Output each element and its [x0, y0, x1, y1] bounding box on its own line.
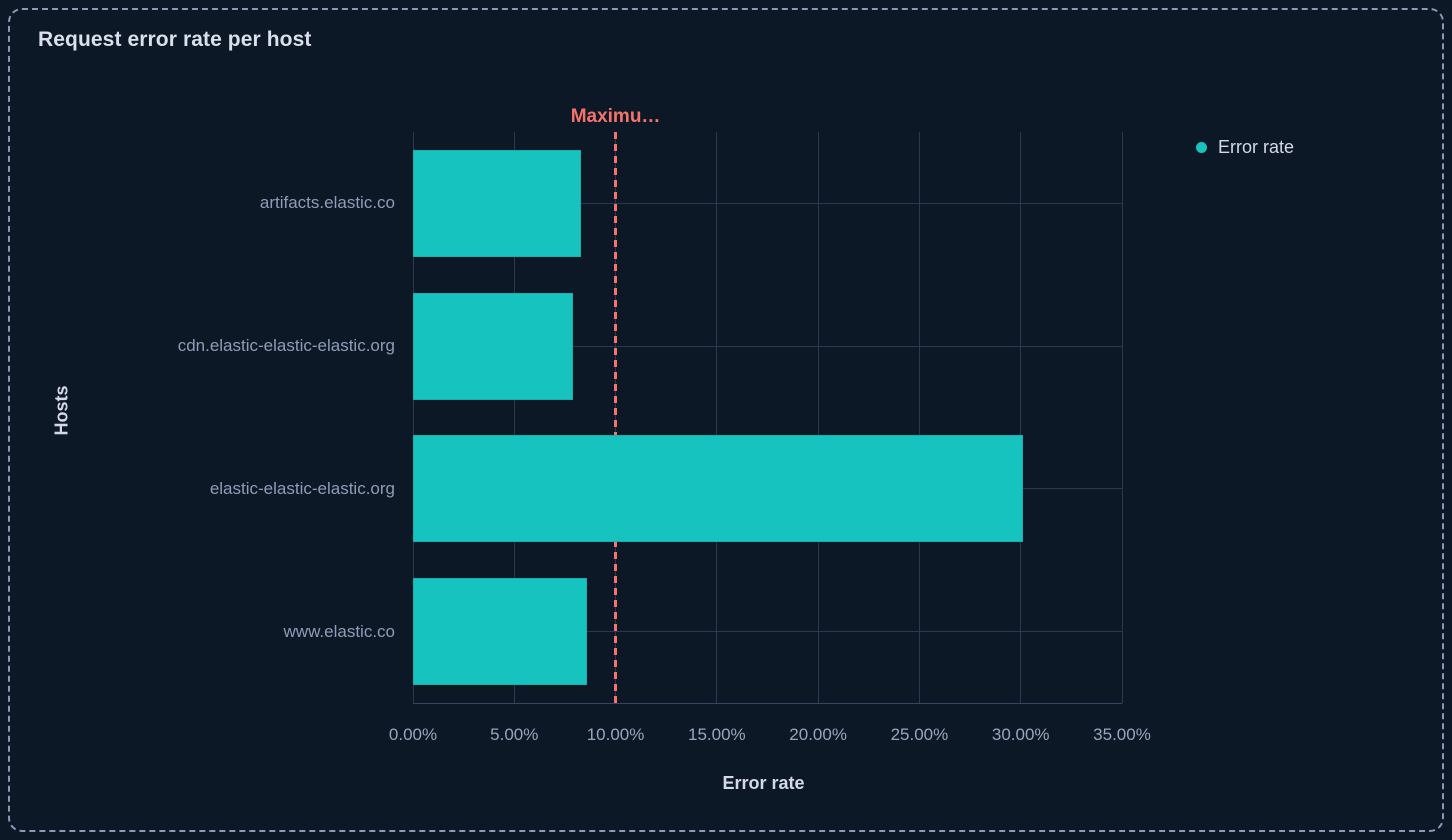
x-gridline	[716, 132, 718, 703]
y-category-label: www.elastic.co	[283, 621, 395, 641]
bar[interactable]	[413, 435, 1023, 543]
x-axis-title: Error rate	[722, 773, 805, 793]
x-tick-label: 20.00%	[789, 725, 847, 744]
x-gridline	[1121, 132, 1123, 703]
bar-chart: 0.00% 5.00% 10.00% 15.00% 20.00% 25.00% 30.00%…	[10, 10, 1442, 830]
y-gridline	[413, 345, 1122, 347]
y-category-label: artifacts.elastic.co	[259, 193, 395, 213]
x-gridline	[1020, 132, 1022, 703]
x-tick-label: 10.00%	[586, 725, 645, 744]
x-tick-label: 25.00%	[890, 725, 949, 744]
bar[interactable]	[413, 149, 582, 257]
y-category-label: cdn.elastic-elastic-elastic.org	[177, 336, 395, 356]
legend-label: Error rate	[1218, 137, 1295, 157]
y-category-label: elastic-elastic-elastic.org	[209, 478, 395, 498]
y-gridline	[413, 631, 1122, 633]
dashboard-panel: Request error rate per host 0.00% 5.00% 10…	[8, 8, 1444, 832]
x-gridline	[513, 132, 515, 703]
x-gridline	[918, 132, 920, 703]
x-tick-label: 30.00%	[991, 725, 1050, 744]
threshold-label: Maximu…	[570, 106, 661, 127]
threshold-line	[614, 132, 617, 703]
y-gridline	[413, 202, 1122, 204]
bar[interactable]	[413, 292, 574, 400]
bar[interactable]	[413, 578, 588, 686]
page-title: Request error rate per host	[38, 28, 312, 51]
x-tick-label: 5.00%	[490, 725, 539, 744]
x-gridline	[817, 132, 819, 703]
x-axis-line	[413, 703, 1122, 704]
x-tick-label: 15.00%	[688, 725, 746, 744]
legend-color-dot	[1196, 142, 1207, 153]
x-tick-label: 35.00%	[1093, 725, 1151, 744]
y-axis-title: Hosts	[51, 385, 72, 436]
x-gridline	[412, 132, 414, 703]
legend-item-error-rate[interactable]: Error rate	[1196, 137, 1294, 158]
x-tick-label: 0.00%	[388, 725, 438, 744]
